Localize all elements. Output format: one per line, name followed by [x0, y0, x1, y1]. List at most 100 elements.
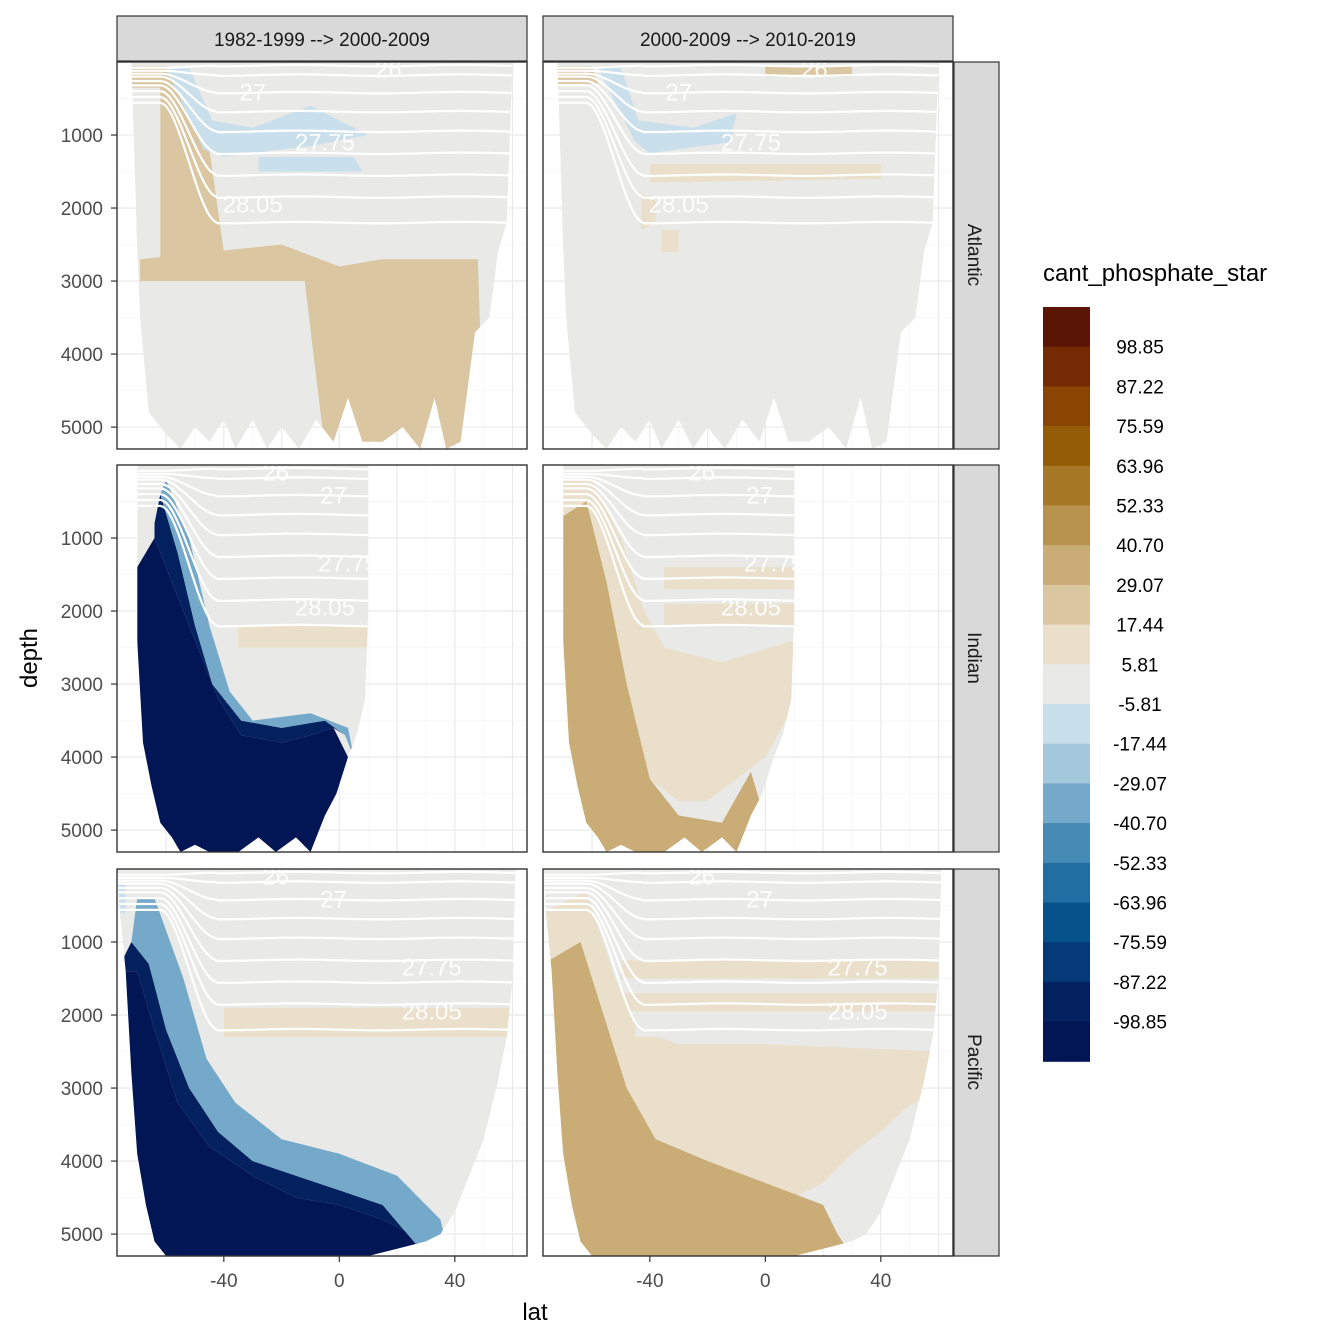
y-tick-label: 2000 — [61, 602, 103, 623]
legend-swatch — [1043, 426, 1090, 467]
legend-swatch — [1043, 823, 1090, 864]
legend-label: -98.85 — [1113, 1013, 1167, 1034]
isopycnal-line — [557, 90, 939, 177]
isopycnal-line — [131, 95, 513, 199]
isopycnal-line — [563, 493, 795, 581]
isopycnal-line — [543, 870, 942, 876]
contour-band — [765, 66, 852, 77]
y-tick-label: 4000 — [61, 1152, 103, 1173]
contour-field: 26 27 27.75 28.05 — [543, 869, 942, 1256]
isopycnal-line — [131, 101, 513, 225]
legend-swatch — [1043, 1021, 1090, 1062]
contour-band — [621, 993, 939, 1012]
legend-label: -75.59 — [1113, 933, 1167, 954]
isopycnal-line — [117, 908, 516, 1032]
contour-band — [563, 501, 760, 852]
y-tick-label: 5000 — [61, 1225, 103, 1246]
isopycnal-label: 27.75 — [721, 129, 781, 156]
isopycnal-line — [117, 891, 516, 963]
legend-label: 5.81 — [1122, 655, 1159, 676]
y-tick-label: 3000 — [61, 272, 103, 293]
x-tick-label: 0 — [334, 1271, 345, 1292]
legend-label: -29.07 — [1113, 774, 1167, 795]
legend-label: 75.59 — [1116, 417, 1164, 438]
isopycnal-line — [563, 475, 795, 498]
column-strip-2: 2000-2009 --> 2010-2019 — [542, 15, 954, 62]
contour-band — [621, 960, 939, 979]
isopycnal-line — [543, 882, 942, 921]
panel-atlantic-period1: 26 27 27.75 28.05 — [116, 56, 528, 450]
panel-border — [116, 464, 528, 853]
isopycnal-line — [131, 69, 513, 78]
x-axis: -40 0 40 -40 0 40 — [210, 1256, 891, 1292]
isopycnal-label: 28.05 — [649, 191, 709, 218]
legend-swatch — [1043, 942, 1090, 983]
y-tick-label: 1000 — [61, 126, 103, 147]
isopycnal-line — [137, 498, 369, 602]
isopycnal-label: 27.75 — [402, 955, 462, 982]
y-tick-label: 1000 — [61, 529, 103, 550]
panel-atlantic-period2: 26 27 27.75 28.05 — [542, 61, 954, 450]
legend-label: 29.07 — [1116, 576, 1164, 597]
legend-swatch — [1043, 386, 1090, 427]
contour-field: 26 27 27.75 28.05 — [131, 56, 513, 449]
isopycnal-label: 27 — [665, 80, 692, 107]
isopycnal-line — [131, 75, 513, 114]
isopycnal-line — [117, 886, 516, 941]
y-axis: 1000 2000 3000 4000 5000 1000 2000 3000 4000 5000… — [61, 126, 117, 1246]
contour-band — [117, 942, 426, 1256]
contour-field: 26 27 27.75 28.05 — [557, 62, 939, 449]
isopycnal-label: 26 — [375, 56, 402, 83]
y-tick-label: 3000 — [61, 1079, 103, 1100]
contour-band — [641, 193, 656, 230]
panel-pacific-period2: 26 27 27.75 28.05 — [542, 868, 954, 1257]
legend-swatch — [1043, 505, 1090, 546]
legend-label: -40.70 — [1113, 814, 1167, 835]
legend-swatch — [1043, 307, 1090, 348]
isopycnal-line — [557, 63, 939, 69]
isopycnal-line — [557, 75, 939, 114]
isopycnal-line — [557, 79, 939, 134]
isopycnal-line — [137, 504, 369, 628]
isopycnal-label: 27 — [746, 483, 773, 510]
isopycnal-line — [563, 487, 795, 559]
y-tick-label: 5000 — [61, 418, 103, 439]
y-tick-label: 4000 — [61, 748, 103, 769]
isopycnal-line — [543, 879, 942, 902]
isopycnal-line — [137, 466, 369, 472]
x-tick-label: 40 — [870, 1271, 891, 1292]
panel-pacific-period1: 26 27 27.75 28.05 — [116, 868, 528, 1257]
y-tick-label: 3000 — [61, 675, 103, 696]
y-tick-label: 4000 — [61, 345, 103, 366]
legend-label: -52.33 — [1113, 854, 1167, 875]
contour-band — [160, 479, 354, 758]
isopycnal-line — [137, 475, 369, 498]
isopycnal-line — [131, 84, 513, 156]
legend-swatch — [1043, 743, 1090, 784]
y-tick-label: 5000 — [61, 821, 103, 842]
contour-band — [223, 1007, 513, 1037]
isopycnal-line — [557, 84, 939, 156]
isopycnal-label: 27.75 — [744, 551, 804, 578]
legend-swatch — [1043, 624, 1090, 665]
row-strip-pacific: Pacific — [953, 868, 1000, 1257]
contour-band — [635, 1018, 939, 1037]
isopycnal-line — [557, 72, 939, 95]
legend-label: -63.96 — [1113, 894, 1167, 915]
isopycnal-line — [543, 897, 942, 985]
legend-swatch — [1043, 545, 1090, 586]
column-strip-1-label: 1982-1999 --> 2000-2009 — [214, 30, 430, 51]
isopycnal-line — [137, 478, 369, 517]
isopycnal-line — [563, 498, 795, 602]
isopycnal-line — [117, 879, 516, 902]
isopycnal-line — [563, 466, 795, 472]
isopycnal-label: 27.75 — [295, 129, 355, 156]
isopycnal-label: 28.05 — [402, 998, 462, 1025]
isopycnal-label: 27.75 — [828, 955, 888, 982]
y-tick-label: 2000 — [61, 199, 103, 220]
legend-label: 40.70 — [1116, 536, 1164, 557]
y-axis-title: depth — [16, 628, 43, 688]
isopycnal-line — [131, 79, 513, 134]
row-strip-atlantic: Atlantic — [953, 61, 1000, 450]
